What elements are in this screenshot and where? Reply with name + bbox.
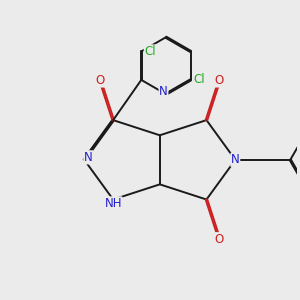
- Text: N: N: [231, 153, 240, 166]
- Text: O: O: [96, 74, 105, 87]
- Text: O: O: [215, 74, 224, 87]
- Text: O: O: [215, 233, 224, 246]
- Text: Cl: Cl: [194, 74, 205, 86]
- Text: N: N: [84, 151, 93, 164]
- Text: NH: NH: [104, 197, 122, 210]
- Text: Cl: Cl: [144, 45, 156, 58]
- Text: N: N: [159, 85, 168, 98]
